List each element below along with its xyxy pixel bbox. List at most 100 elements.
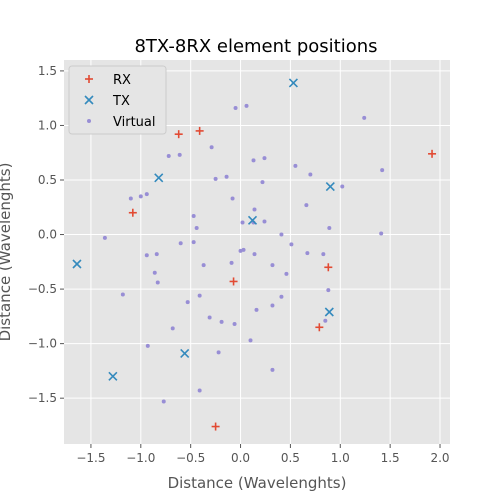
virtual-point	[270, 367, 275, 372]
virtual-point	[248, 338, 253, 343]
virtual-point	[304, 203, 309, 208]
tx-point	[72, 259, 82, 269]
virtual-point	[229, 260, 234, 265]
virtual-point	[152, 270, 157, 275]
virtual-point	[230, 196, 235, 201]
tx-point	[247, 215, 258, 225]
x-tick-label: −1.5	[76, 451, 105, 465]
virtual-point	[201, 263, 206, 268]
virtual-point	[279, 294, 284, 299]
virtual-point	[260, 180, 265, 185]
virtual-point	[213, 176, 218, 181]
legend-label-virtual: Virtual	[113, 115, 155, 130]
rx-point	[211, 422, 220, 431]
rx-point	[174, 130, 183, 139]
virtual-point	[244, 103, 249, 108]
virtual-point	[154, 252, 159, 257]
virtual-point	[241, 247, 246, 252]
virtual-point	[305, 251, 310, 256]
virtual-point	[326, 288, 331, 293]
virtual-point	[270, 263, 275, 268]
virtual-point	[161, 399, 166, 404]
virtual-point	[252, 252, 257, 257]
tx-point	[325, 181, 335, 192]
virtual-point	[380, 168, 385, 173]
legend-marker-tx	[84, 95, 94, 105]
x-tick-label: 0.5	[281, 451, 300, 465]
virtual-point	[207, 315, 212, 320]
virtual-point	[191, 240, 196, 245]
y-tick-label: 1.0	[38, 118, 57, 132]
rx-point	[195, 126, 204, 135]
rx-point	[229, 277, 238, 286]
x-tick-label: 0.0	[231, 451, 250, 465]
virtual-point	[254, 307, 259, 312]
virtual-point	[224, 174, 229, 179]
virtual-point	[340, 184, 345, 189]
virtual-point	[191, 214, 196, 218]
virtual-point	[327, 226, 332, 230]
legend-label-rx: RX	[113, 73, 131, 88]
rx-point	[428, 149, 437, 158]
virtual-point	[270, 303, 275, 308]
legend-marker-rx	[85, 75, 93, 83]
virtual-point	[144, 253, 149, 258]
legend-box	[68, 65, 167, 135]
rx-point	[315, 323, 324, 332]
y-tick-label: 0.0	[38, 228, 57, 242]
legend-markers	[84, 75, 94, 123]
virtual-point	[155, 280, 160, 285]
virtual-point	[185, 300, 190, 305]
y-tick-label: 1.5	[38, 64, 57, 78]
virtual-point	[138, 194, 143, 199]
virtual-point	[197, 388, 202, 393]
rx-point	[324, 263, 333, 272]
gridlines	[64, 60, 450, 444]
virtual-point	[362, 115, 367, 120]
legend-label-tx: TX	[112, 94, 130, 109]
virtual-point	[321, 252, 326, 257]
x-tick-label: −0.5	[176, 451, 205, 465]
y-axis-ticks: −1.5 −1.0 −0.5 0.0 0.5 1.0 1.5	[28, 64, 64, 405]
virtual-point	[262, 156, 267, 161]
virtual-point	[177, 152, 182, 157]
virtual-point	[262, 219, 267, 224]
virtual-point	[308, 172, 313, 177]
y-tick-label: 0.5	[38, 173, 57, 187]
tx-point	[180, 348, 190, 359]
virtual-point	[120, 292, 125, 297]
x-axis-label: Distance (Wavelenghts)	[168, 474, 347, 492]
x-tick-label: −1.0	[126, 451, 155, 465]
virtual-point	[128, 196, 133, 201]
y-tick-label: −1.5	[28, 391, 57, 405]
virtual-point	[293, 163, 298, 168]
virtual-point	[240, 220, 245, 225]
data-points	[72, 78, 437, 431]
virtual-point	[216, 350, 221, 355]
virtual-point	[284, 271, 289, 276]
virtual-point	[145, 343, 150, 348]
virtual-point	[279, 232, 284, 237]
legend-marker-virtual	[87, 119, 91, 123]
virtual-point	[219, 319, 224, 324]
virtual-point	[323, 318, 328, 323]
y-axis-label: Distance (Wavelenghts)	[0, 163, 14, 342]
x-tick-label: 1.5	[381, 451, 400, 465]
legend: RX TX Virtual	[68, 65, 167, 135]
virtual-point	[166, 154, 171, 158]
x-tick-label: 2.0	[430, 451, 449, 465]
x-tick-label: 1.0	[331, 451, 350, 465]
virtual-point	[289, 242, 294, 247]
virtual-point	[251, 158, 256, 163]
tx-point	[288, 78, 298, 88]
y-tick-label: −0.5	[28, 282, 57, 296]
tx-point	[154, 173, 164, 183]
virtual-point	[252, 207, 257, 212]
virtual-point	[144, 192, 149, 197]
virtual-point	[209, 145, 214, 150]
x-axis-ticks: −1.5 −1.0 −0.5 0.0 0.5 1.0 1.5 2.0	[76, 444, 450, 465]
virtual-point	[233, 106, 238, 110]
tx-point	[324, 307, 334, 317]
virtual-point	[170, 326, 175, 331]
